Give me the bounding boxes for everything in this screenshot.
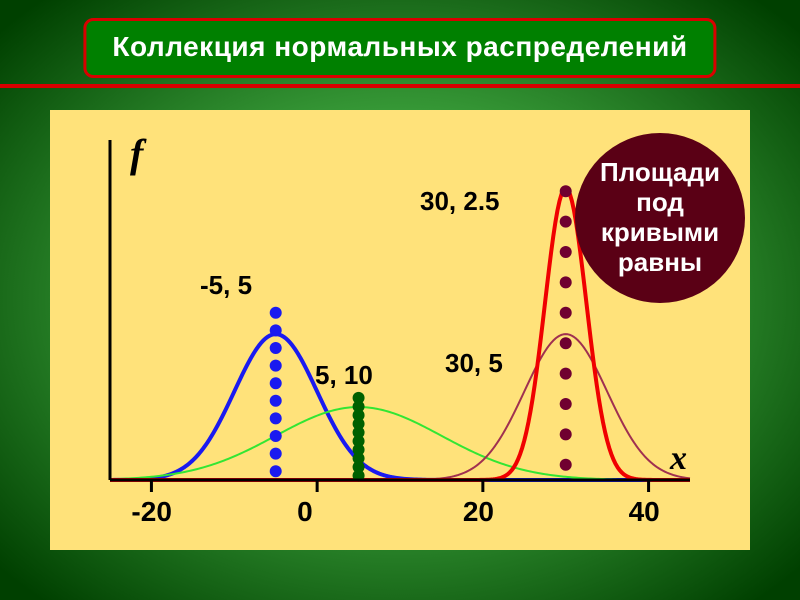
x-tick-label: 20 bbox=[463, 496, 494, 528]
slide-root: Коллекция нормальных распределений f x П… bbox=[0, 0, 800, 600]
x-tick-label: -20 bbox=[131, 496, 171, 528]
x-axis-label: x bbox=[670, 440, 687, 478]
x-tick-label: 0 bbox=[297, 496, 313, 528]
title-text: Коллекция нормальных распределений bbox=[112, 31, 687, 62]
curve-label-green: 5, 10 bbox=[315, 360, 373, 391]
curve-label-blue: -5, 5 bbox=[200, 270, 252, 301]
curve-label-red: 30, 2.5 bbox=[420, 186, 500, 217]
title-box: Коллекция нормальных распределений bbox=[83, 18, 716, 78]
divider-line bbox=[0, 84, 800, 88]
y-axis-label: f bbox=[130, 130, 143, 177]
badge-equal-area: Площадиподкривымиравны bbox=[575, 133, 745, 303]
badge-text: Площадиподкривымиравны bbox=[600, 158, 720, 278]
curve-label-maroon: 30, 5 bbox=[445, 348, 503, 379]
plot-area: f x Площадиподкривымиравны -20 0 20 40 -5, 5… bbox=[50, 110, 750, 550]
x-tick-label: 40 bbox=[629, 496, 660, 528]
